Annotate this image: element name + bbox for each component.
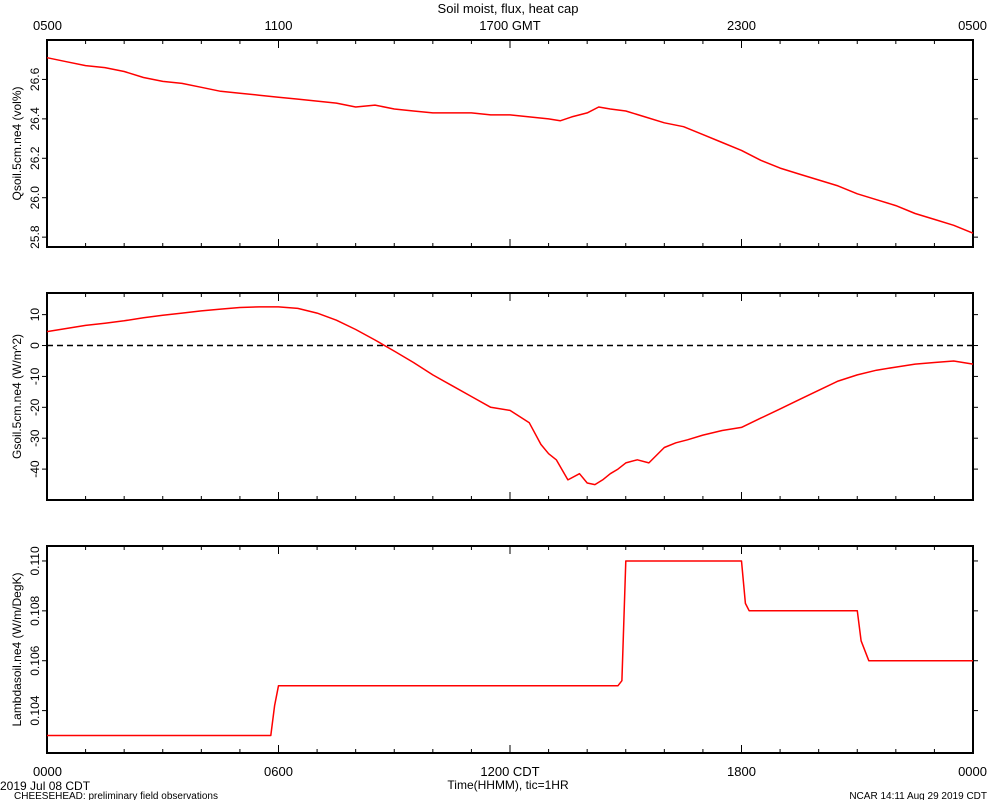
y-tick-label: 10	[28, 308, 42, 322]
plot-frame	[46, 39, 974, 248]
ticks	[42, 546, 978, 753]
bottom-axis-label: 0000	[33, 764, 62, 779]
y-tick-label: 26.4	[28, 107, 42, 131]
bottom-axis-label: 0600	[264, 764, 293, 779]
panel-thermal-conductivity: 0.104 0.106 0.108 0.110 Lambdasoil.ne4 (W/m…	[10, 545, 978, 754]
bottom-axis-label: 1200 CDT	[480, 764, 539, 779]
footer-credit: NCAR 14:11 Aug 29 2019 CDT	[849, 791, 987, 800]
y-tick-labels: -40 -30 -20 -10 0 10	[28, 308, 42, 478]
y-tick-labels: 25.8 26.0 26.2 26.4 26.6	[28, 67, 42, 248]
series-line	[46, 306, 974, 486]
top-axis-label: 2300	[727, 18, 756, 33]
footer-project: CHEESEHEAD: preliminary field observatio…	[14, 791, 218, 800]
chart-title: Soil moist, flux, heat cap	[438, 1, 579, 16]
panel-soil-heat-flux: -40 -30 -20 -10 0 10 Gsoil.5cm.ne4 (W/m^2)	[10, 292, 978, 501]
top-axis-label: 1700 GMT	[479, 18, 540, 33]
panel-soil-moisture: 25.8 26.0 26.2 26.4 26.6 Qsoil.5cm.ne4 (vol%…	[10, 39, 978, 249]
y-tick-labels: 0.104 0.106 0.108 0.110	[28, 546, 42, 726]
y-tick-label: -10	[28, 367, 42, 385]
footer-date: 2019 Jul 08 CDT	[0, 779, 91, 793]
series-layer	[47, 560, 973, 737]
y-axis-label: Gsoil.5cm.ne4 (W/m^2)	[10, 334, 24, 459]
y-tick-label: -20	[28, 398, 42, 416]
top-axis-label: 0500	[958, 18, 987, 33]
ticks	[42, 40, 978, 247]
plot-frame	[46, 292, 974, 501]
bottom-axis-label: 1800	[727, 764, 756, 779]
y-axis-label: Lambdasoil.ne4 (W/m/DegK)	[10, 572, 24, 726]
y-tick-label: 0.110	[28, 546, 42, 575]
y-tick-label: 0	[28, 342, 42, 349]
bottom-axis-labels: 0000 0600 1200 CDT 1800 0000	[33, 764, 987, 779]
y-axis-label: Qsoil.5cm.ne4 (vol%)	[10, 86, 24, 200]
top-axis-label: 1100	[265, 18, 293, 33]
top-axis-label: 0500	[33, 18, 62, 33]
y-tick-label: 0.104	[28, 695, 42, 725]
y-tick-label: 26.6	[28, 67, 42, 91]
top-axis-labels: 0500 1100 1700 GMT 2300 0500	[33, 18, 987, 33]
plot-frame	[46, 545, 974, 754]
series-line	[46, 56, 974, 234]
series-line	[47, 560, 973, 737]
series-layer	[46, 306, 974, 486]
y-tick-label: 0.106	[28, 645, 42, 675]
x-axis-label: Time(HHMM), tic=1HR	[447, 778, 569, 792]
y-tick-label: -40	[28, 460, 42, 478]
y-tick-label: 0.108	[28, 596, 42, 626]
ticks	[42, 293, 978, 500]
y-tick-label: 26.2	[28, 146, 42, 170]
bottom-axis-label: 0000	[958, 764, 987, 779]
y-tick-label: -30	[28, 429, 42, 447]
y-tick-label: 25.8	[28, 225, 42, 249]
y-tick-label: 26.0	[28, 186, 42, 210]
series-layer	[46, 56, 974, 234]
